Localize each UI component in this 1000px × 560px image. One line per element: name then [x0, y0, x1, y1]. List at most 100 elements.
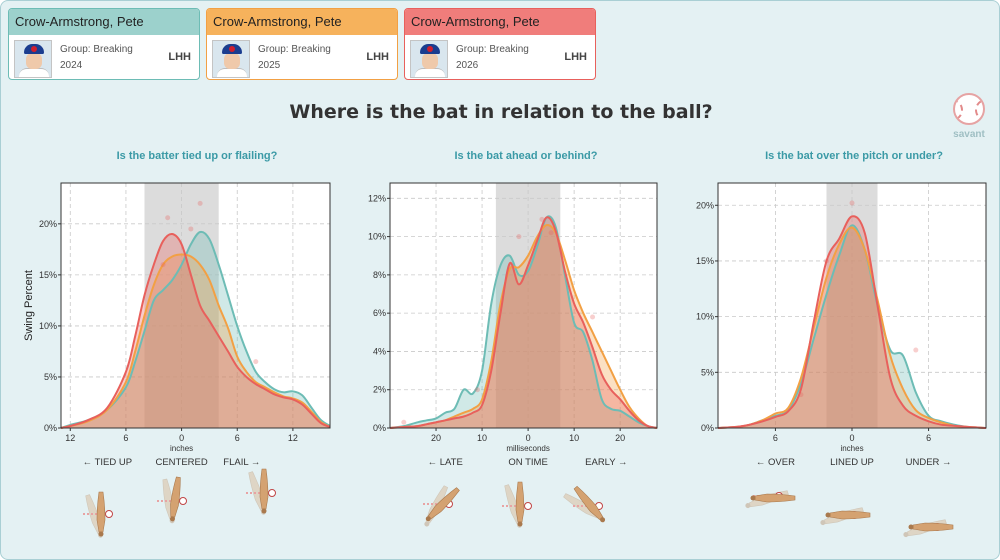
pitch-ball: [157, 497, 187, 505]
player-photo: [14, 40, 52, 78]
season-label: 2024: [60, 60, 83, 71]
swing-point: [548, 230, 554, 236]
density-line-2026: [60, 232, 331, 429]
density-area-2025: [390, 225, 657, 428]
bat-illustration: [750, 493, 796, 503]
bat-knob-icon: [750, 495, 756, 501]
batter-hand: LHH: [564, 51, 587, 63]
player-card-2026[interactable]: Crow-Armstrong, Pete Group: Breaking 202…: [404, 8, 596, 80]
swing-point: [165, 215, 171, 221]
y-tick-label: 5%: [44, 372, 57, 382]
baseball-icon: [268, 489, 276, 497]
player-name: Crow-Armstrong, Pete: [405, 9, 595, 35]
bat-illustration: [573, 485, 606, 523]
zone-label: ← OVER: [756, 457, 795, 468]
season-label: 2025: [258, 60, 281, 71]
x-tick-label: 0: [526, 433, 531, 443]
y-tick-label: 12%: [368, 193, 386, 203]
player-card-2024[interactable]: Crow-Armstrong, Pete Group: Breaking 202…: [8, 8, 200, 80]
bat-knob-icon: [903, 532, 909, 538]
bat-knob-icon: [517, 521, 523, 527]
pitch-group: Group: Breaking: [60, 44, 133, 55]
bat-knob-icon: [425, 516, 431, 522]
zone-label: CENTERED: [155, 457, 207, 468]
baseball-icon: [524, 502, 532, 510]
density-line-2025: [717, 226, 987, 429]
x-tick-label: 0: [849, 433, 854, 443]
x-tick-label: 6: [926, 433, 931, 443]
y-tick-label: 5%: [701, 367, 714, 377]
x-tick-label: 20: [431, 433, 441, 443]
page-title: Where is the bat in relation to the ball…: [289, 101, 713, 123]
bat-knob-icon: [745, 503, 751, 509]
swing-point: [197, 200, 203, 206]
player-photo: [410, 40, 448, 78]
swing-point: [913, 347, 919, 353]
y-tick-label: 10%: [39, 321, 57, 331]
swing-point: [253, 359, 259, 365]
x-axis-unit: inches: [840, 444, 863, 453]
swing-point: [516, 234, 522, 240]
density-line-2026: [717, 215, 987, 429]
y-tick-label: 2%: [373, 385, 386, 395]
player-card-2025[interactable]: Crow-Armstrong, Pete Group: Breaking 202…: [206, 8, 398, 80]
bat-illustration: [169, 476, 181, 522]
chart-question-timing: Is the bat ahead or behind?: [454, 150, 598, 162]
x-axis-unit: milliseconds: [506, 444, 550, 453]
bat-knob-icon: [424, 521, 430, 527]
density-area-2024: [718, 225, 986, 428]
chart-question-contact: Is the batter tied up or flailing?: [116, 150, 278, 162]
y-tick-label: 6%: [373, 308, 386, 318]
density-line-2026: [389, 216, 658, 429]
density-area-2026: [390, 217, 657, 428]
bat-illustration: [908, 522, 954, 532]
bat-illustration: [96, 491, 106, 537]
density-area-2026: [718, 216, 986, 428]
bat-barrel-icon: [427, 487, 460, 520]
swing-point: [798, 392, 804, 398]
bat-illustration: [259, 468, 269, 514]
bat-knob-icon: [908, 524, 914, 530]
plot-frame: [60, 182, 331, 429]
baseball-icon: [179, 497, 187, 505]
x-tick-label: 6: [235, 433, 240, 443]
player-photo: [212, 40, 250, 78]
density-area-2024: [390, 216, 657, 428]
bat-illustration: [825, 510, 871, 520]
zone-label: ← TIED UP: [83, 457, 132, 468]
bat-illustration: [425, 487, 460, 522]
chart-1: 0% 2% 4% 6% 8% 10% 12% 20 10 0 10 20 milliseconds ← L…: [368, 182, 658, 468]
pitch-ball: [83, 510, 113, 518]
x-axis-unit: inches: [170, 444, 193, 453]
x-tick-label: 6: [123, 433, 128, 443]
swing-point: [590, 314, 596, 320]
batter-hand: LHH: [366, 51, 389, 63]
swing-point: [474, 387, 480, 393]
density-area-2026: [61, 233, 330, 428]
x-tick-label: 12: [288, 433, 298, 443]
density-area-2024: [61, 231, 330, 428]
bat-knob-icon: [169, 516, 175, 522]
pitch-ball: [502, 502, 532, 510]
swing-point: [401, 419, 407, 425]
y-tick-label: 20%: [696, 200, 714, 210]
zone-label: ← LATE: [428, 457, 463, 468]
x-tick-label: 10: [477, 433, 487, 443]
player-name: Crow-Armstrong, Pete: [207, 9, 397, 35]
y-tick-label: 15%: [696, 256, 714, 266]
savant-logo-icon: [953, 93, 985, 125]
chart-question-height: Is the bat over the pitch or under?: [765, 150, 943, 162]
bat-barrel-icon: [912, 522, 954, 532]
bat-knob-icon: [261, 508, 267, 514]
x-tick-label: 0: [179, 433, 184, 443]
y-tick-label: 10%: [368, 232, 386, 242]
y-tick-label: 10%: [696, 312, 714, 322]
plot-frame: [389, 182, 658, 429]
x-tick-label: 6: [773, 433, 778, 443]
bat-barrel-icon: [515, 481, 525, 523]
y-tick-label: 4%: [373, 346, 386, 356]
bat-barrel-icon: [259, 468, 269, 510]
y-tick-label: 0%: [44, 423, 57, 433]
